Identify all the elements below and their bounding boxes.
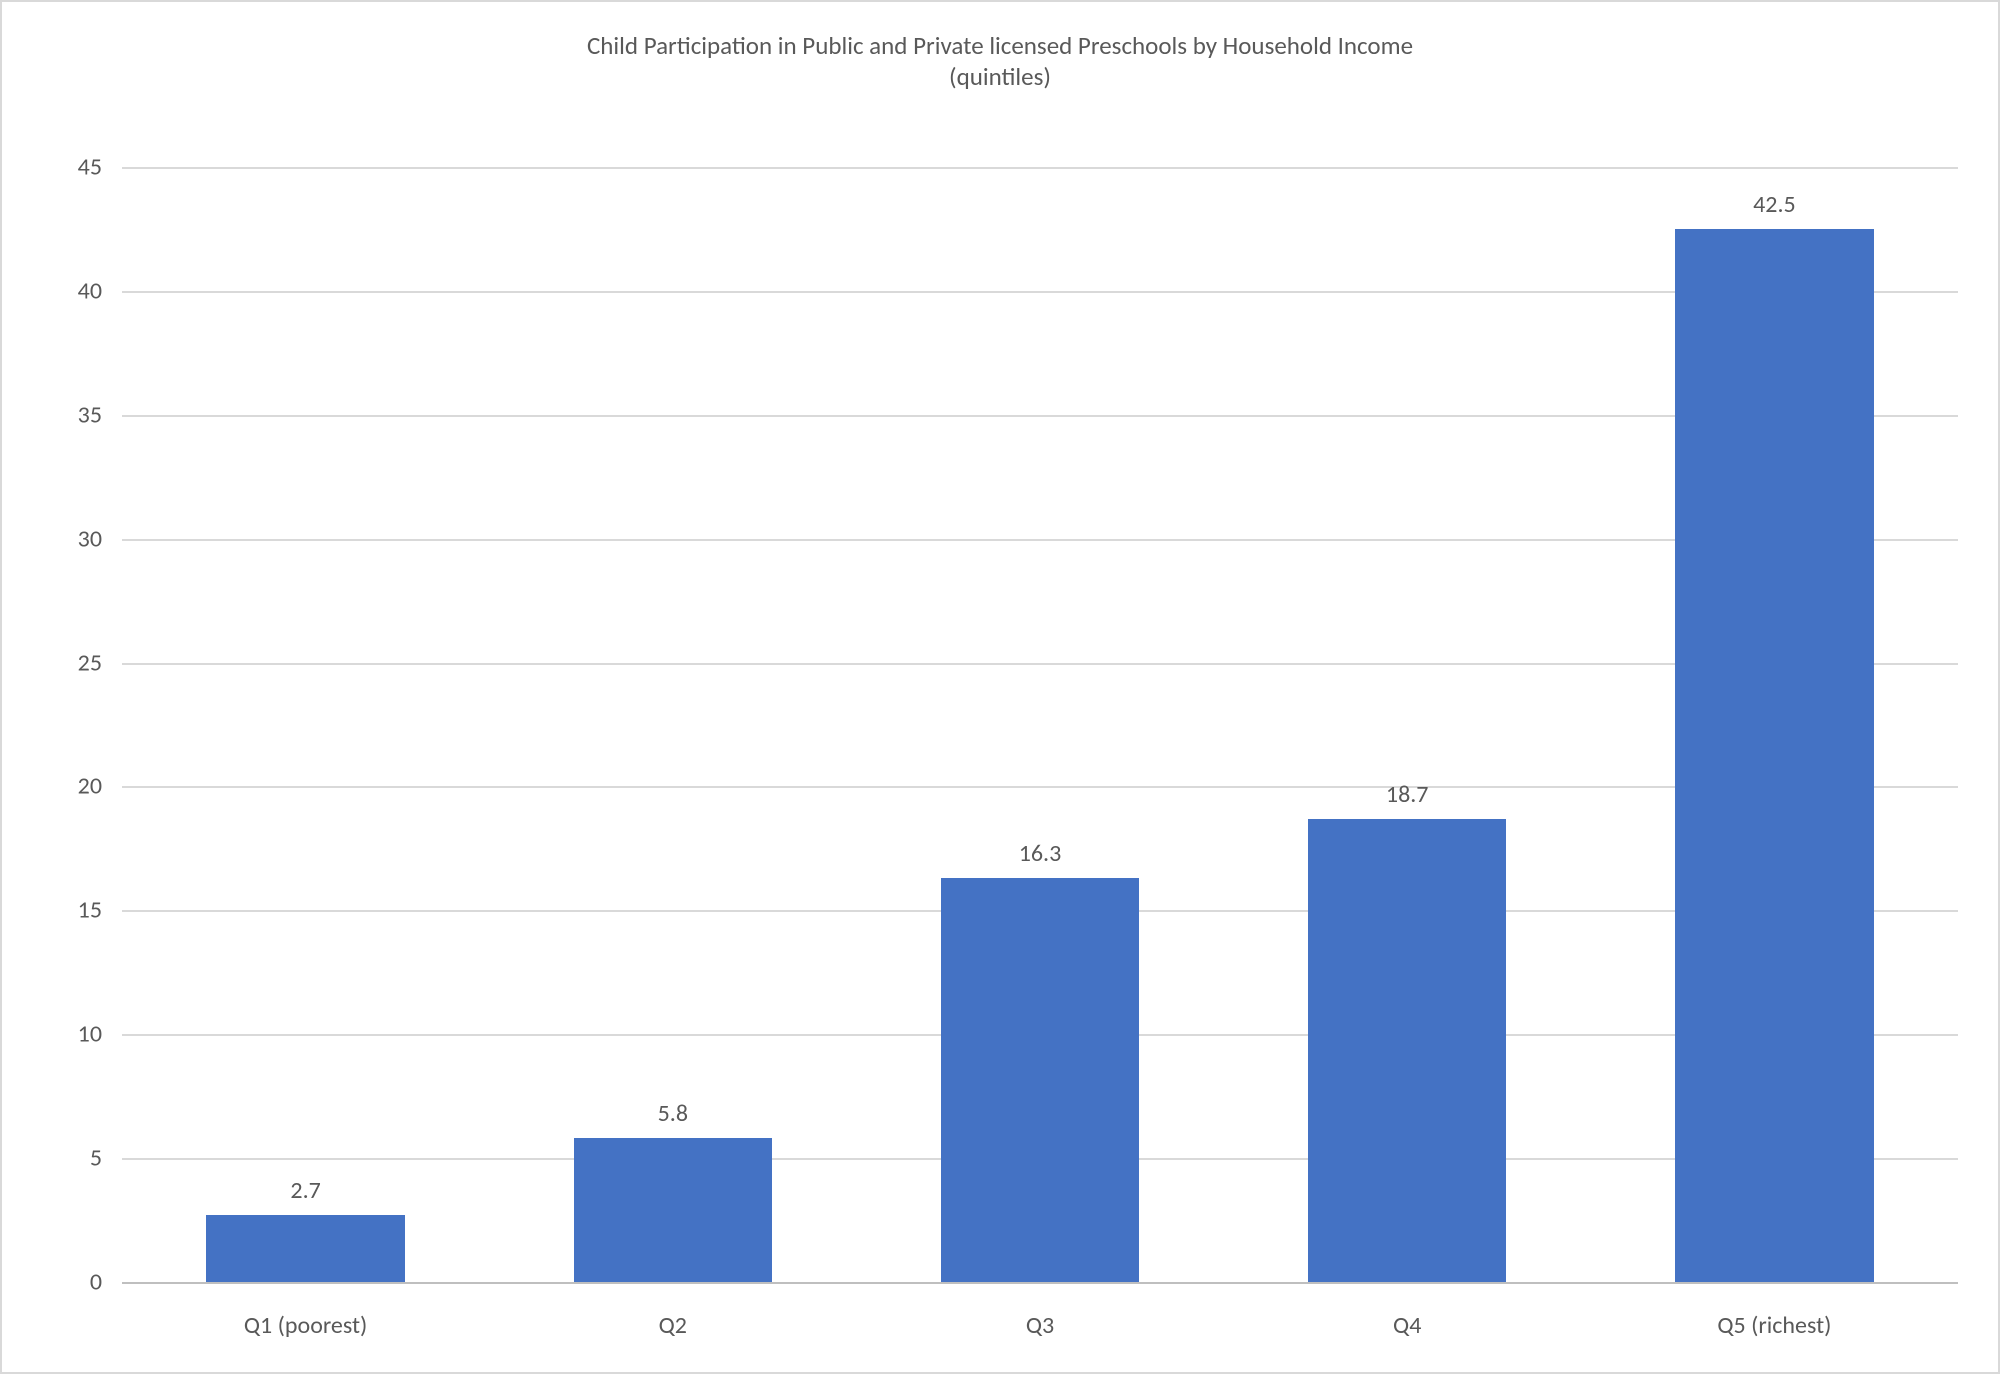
chart-title-line2: (quintiles): [2, 61, 1998, 92]
chart-title-line1: Child Participation in Public and Privat…: [2, 30, 1998, 61]
x-axis-label: Q1 (poorest): [122, 1311, 489, 1340]
bar-value-label: 2.7: [290, 1176, 320, 1205]
bar: 2.7: [206, 1215, 404, 1282]
bar-slot: 16.3: [856, 167, 1223, 1282]
bar-value-label: 42.5: [1753, 190, 1796, 219]
x-axis-label: Q2: [489, 1311, 856, 1340]
y-tick-label: 30: [78, 524, 102, 553]
plot-area: 0510152025303540452.75.816.318.742.5: [122, 167, 1958, 1282]
bar: 18.7: [1308, 819, 1506, 1282]
y-tick-label: 5: [90, 1144, 102, 1173]
bar-slot: 18.7: [1224, 167, 1591, 1282]
x-axis-label: Q5 (richest): [1591, 1311, 1958, 1340]
bar-slot: 42.5: [1591, 167, 1958, 1282]
y-tick-label: 35: [78, 400, 102, 429]
y-tick-label: 10: [78, 1020, 102, 1049]
y-tick-label: 15: [78, 896, 102, 925]
bar-chart: Child Participation in Public and Privat…: [0, 0, 2000, 1374]
bar: 42.5: [1675, 229, 1873, 1282]
y-tick-label: 0: [90, 1268, 102, 1297]
y-tick-label: 45: [78, 153, 102, 182]
y-tick-label: 25: [78, 648, 102, 677]
x-axis-label: Q4: [1224, 1311, 1591, 1340]
y-tick-label: 20: [78, 772, 102, 801]
bar-value-label: 5.8: [658, 1099, 688, 1128]
bars-layer: 2.7 5.8 16.3 18.7 42.5: [122, 167, 1958, 1282]
bar: 16.3: [941, 878, 1139, 1282]
gridline: [122, 1282, 1958, 1284]
chart-title: Child Participation in Public and Privat…: [2, 30, 1998, 93]
bar-slot: 5.8: [489, 167, 856, 1282]
x-axis-labels: Q1 (poorest)Q2Q3Q4Q5 (richest): [122, 1311, 1958, 1340]
bar: 5.8: [574, 1138, 772, 1282]
bar-slot: 2.7: [122, 167, 489, 1282]
y-tick-label: 40: [78, 276, 102, 305]
x-axis-label: Q3: [856, 1311, 1223, 1340]
bar-value-label: 16.3: [1019, 839, 1062, 868]
bar-value-label: 18.7: [1386, 780, 1429, 809]
